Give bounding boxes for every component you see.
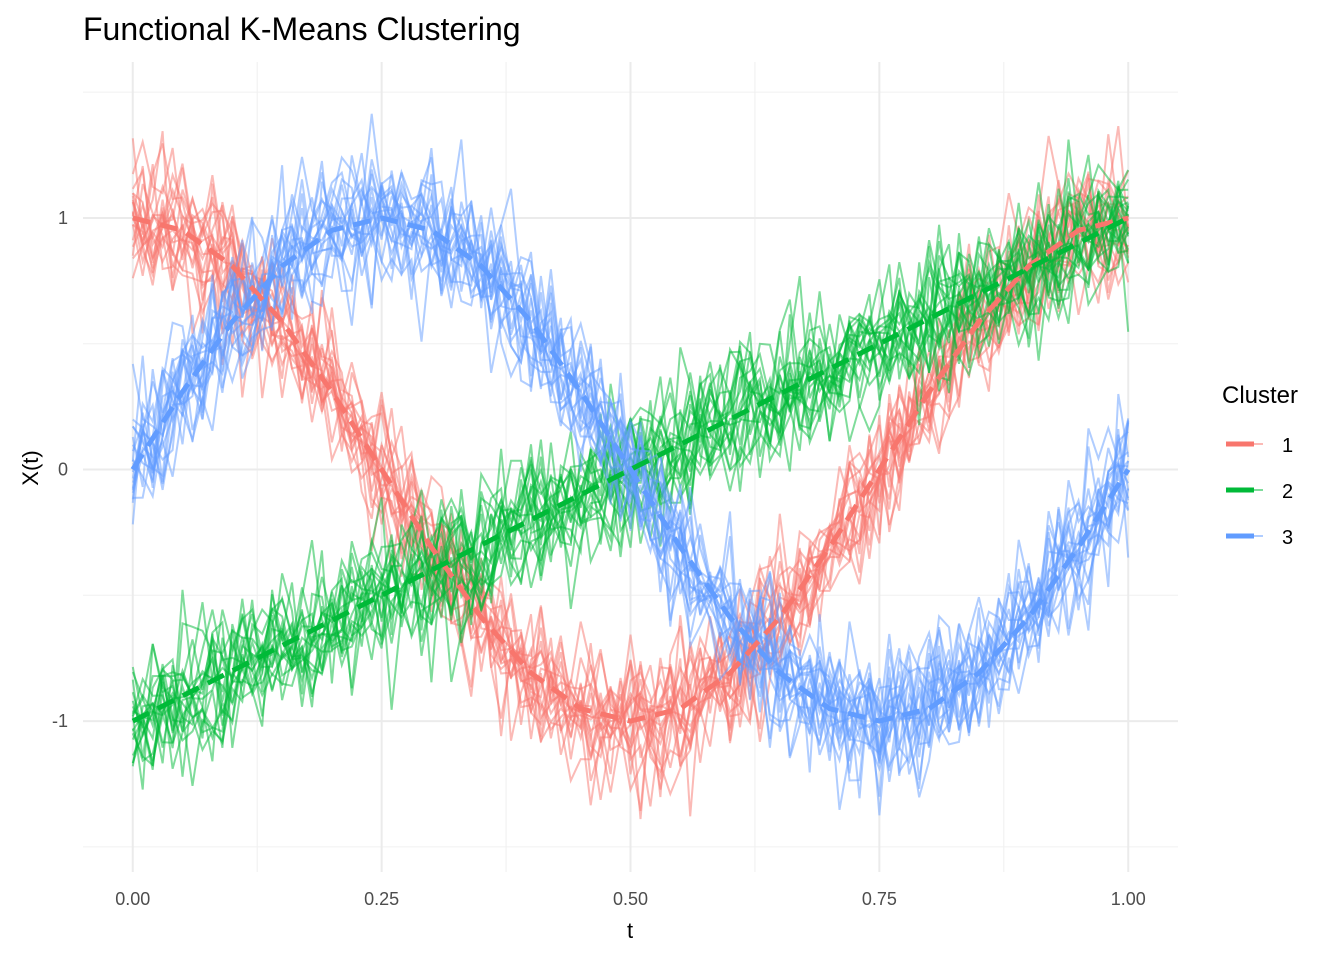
x-tick-label: 0.75 — [862, 889, 897, 909]
x-axis-label: t — [627, 918, 633, 943]
y-tick-label: 0 — [58, 460, 68, 480]
curve-cluster-1 — [131, 192, 1130, 807]
x-tick-label: 0.25 — [364, 889, 399, 909]
curve-cluster-3 — [131, 159, 1130, 747]
mean-curve-cluster-3 — [130, 215, 1131, 724]
legend: Cluster 1 2 3 — [1222, 382, 1298, 549]
x-tick-label: 0.00 — [115, 889, 150, 909]
x-tick-label: 1.00 — [1111, 889, 1146, 909]
x-tick-label: 0.50 — [613, 889, 648, 909]
curve-cluster-2 — [131, 179, 1130, 732]
y-axis-ticks: -1 0 1 — [52, 208, 68, 731]
curves — [131, 113, 1130, 820]
legend-title: Cluster — [1222, 382, 1298, 409]
mean-curve-cluster-2 — [131, 215, 1130, 724]
curve-cluster-3 — [131, 173, 1130, 739]
chart-title: Functional K-Means Clustering — [83, 11, 521, 47]
cluster-means — [130, 215, 1131, 724]
y-tick-label: -1 — [52, 711, 68, 731]
legend-label: 1 — [1282, 435, 1293, 457]
curve-cluster-3 — [131, 152, 1130, 798]
x-axis-ticks: 0.00 0.25 0.50 0.75 1.00 — [115, 889, 1146, 909]
mean-curve-cluster-1 — [132, 215, 1129, 724]
legend-label: 3 — [1282, 527, 1293, 549]
y-tick-label: 1 — [58, 208, 68, 228]
legend-label: 2 — [1282, 481, 1293, 503]
curve-cluster-1 — [131, 196, 1130, 774]
y-axis-label: X(t) — [18, 450, 43, 485]
